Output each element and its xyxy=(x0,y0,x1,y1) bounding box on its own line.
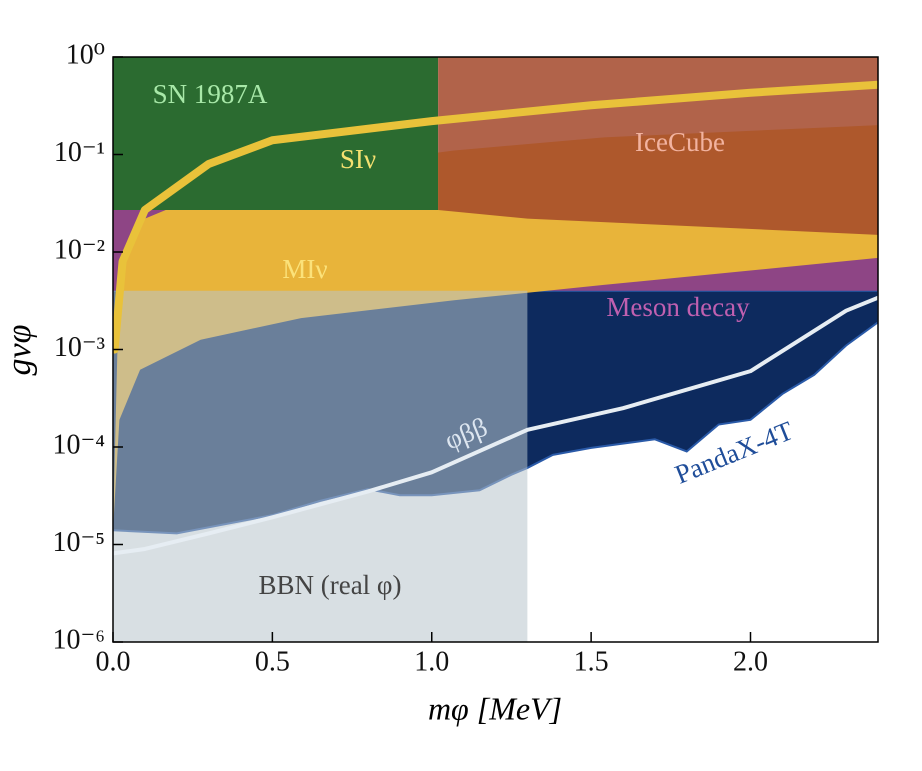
region-label: IceCube xyxy=(635,127,725,157)
region xyxy=(438,57,878,235)
x-tick-label: 0.5 xyxy=(255,646,290,677)
x-tick-label: 0.0 xyxy=(96,646,131,677)
y-axis-label: gνφ xyxy=(1,325,38,376)
region xyxy=(113,290,528,642)
y-tick-label: 10⁻⁵ xyxy=(52,527,105,558)
region xyxy=(113,125,878,531)
y-tick-label: 10⁻⁴ xyxy=(52,429,105,460)
y-tick-label: 10⁰ xyxy=(66,39,105,70)
line xyxy=(113,295,878,556)
y-tick-label: 10⁻¹ xyxy=(54,137,105,168)
region-label: MIν xyxy=(282,254,327,284)
line-label: SIν xyxy=(340,144,376,174)
region-label: BBN (real φ) xyxy=(258,570,401,600)
x-axis-label: mφ [MeV] xyxy=(428,690,562,726)
y-tick-label: 10⁻² xyxy=(54,234,105,265)
plot-area xyxy=(113,57,878,642)
x-tick-label: 1.5 xyxy=(574,646,609,677)
x-tick-label: 1.0 xyxy=(414,646,449,677)
line xyxy=(113,80,878,354)
x-tick-label: 2.0 xyxy=(733,646,768,677)
y-tick-label: 10⁻³ xyxy=(54,332,105,363)
y-tick-label: 10⁻⁶ xyxy=(52,624,105,655)
region-label: Meson decay xyxy=(606,292,750,322)
region-label: SN 1987A xyxy=(153,79,268,109)
